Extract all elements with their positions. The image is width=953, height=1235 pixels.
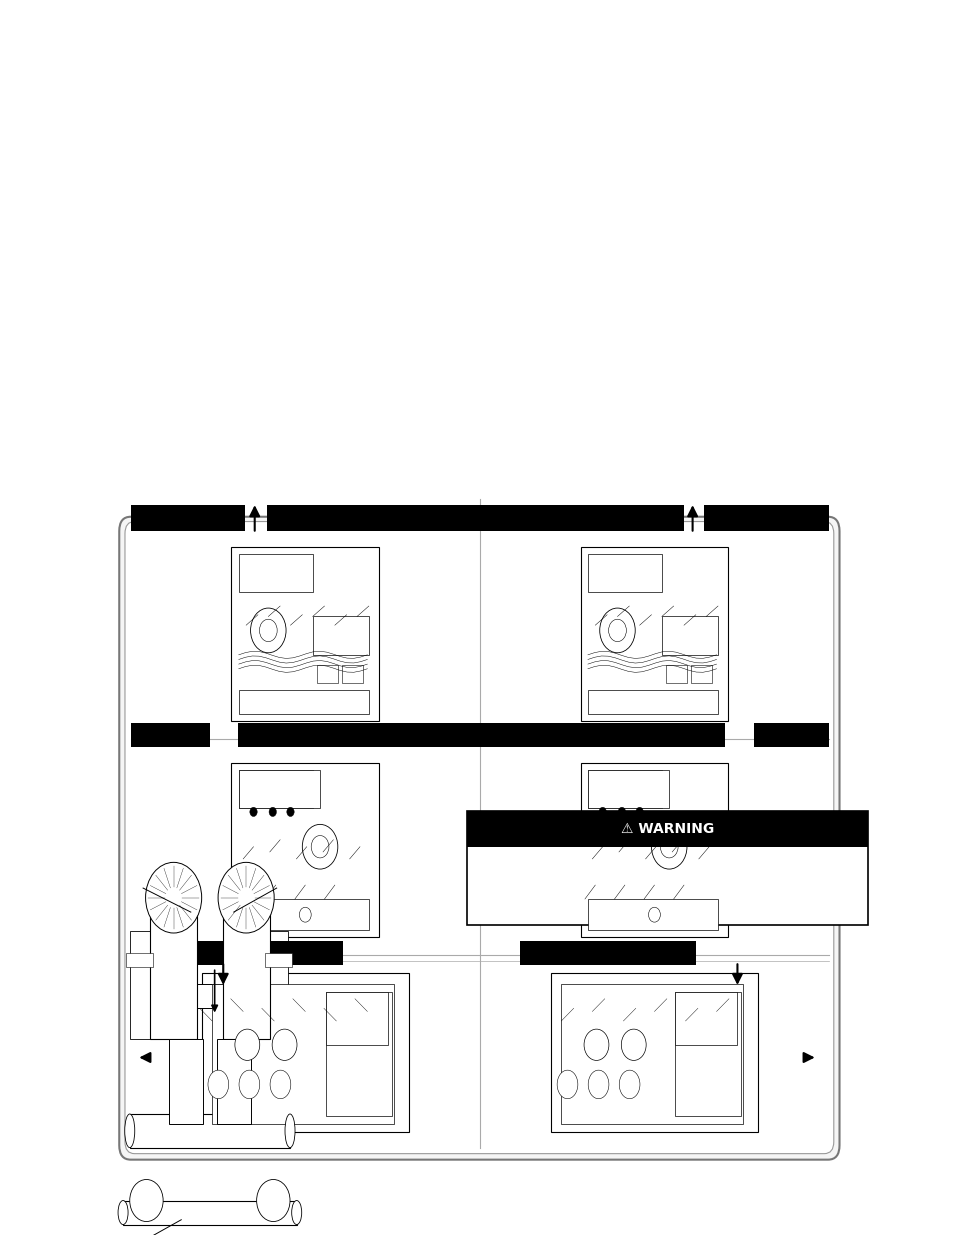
Bar bbox=[661, 616, 718, 655]
Circle shape bbox=[636, 808, 642, 816]
Ellipse shape bbox=[270, 1071, 291, 1099]
Bar bbox=[467, 811, 867, 847]
Bar bbox=[238, 724, 479, 747]
Bar bbox=[151, 908, 197, 1040]
Bar bbox=[131, 505, 245, 531]
Bar bbox=[267, 505, 479, 531]
Bar bbox=[675, 993, 740, 1116]
Bar bbox=[579, 547, 728, 721]
Ellipse shape bbox=[588, 1071, 608, 1099]
Circle shape bbox=[583, 1029, 608, 1061]
Circle shape bbox=[659, 836, 678, 858]
Bar bbox=[665, 666, 686, 683]
Bar bbox=[231, 547, 378, 721]
Bar bbox=[587, 553, 661, 592]
Bar bbox=[212, 984, 394, 1124]
Bar bbox=[579, 763, 728, 937]
Bar bbox=[238, 553, 313, 592]
Bar bbox=[268, 931, 288, 1040]
Bar bbox=[222, 908, 270, 1040]
Circle shape bbox=[648, 908, 659, 923]
Ellipse shape bbox=[285, 1114, 294, 1147]
Circle shape bbox=[146, 862, 201, 932]
Circle shape bbox=[287, 808, 294, 816]
Circle shape bbox=[299, 908, 311, 923]
Circle shape bbox=[130, 1179, 163, 1221]
Circle shape bbox=[218, 862, 274, 932]
Bar bbox=[326, 993, 392, 1116]
Circle shape bbox=[651, 825, 686, 869]
Bar bbox=[467, 811, 867, 925]
Bar bbox=[342, 666, 362, 683]
FancyBboxPatch shape bbox=[119, 516, 839, 1160]
Ellipse shape bbox=[557, 1071, 578, 1099]
Bar bbox=[316, 666, 337, 683]
Bar bbox=[753, 724, 828, 747]
Bar bbox=[238, 771, 319, 809]
Bar bbox=[130, 1114, 290, 1147]
Bar bbox=[703, 505, 828, 531]
Circle shape bbox=[272, 1029, 296, 1061]
Bar bbox=[238, 689, 369, 714]
Circle shape bbox=[269, 808, 276, 816]
Ellipse shape bbox=[292, 1200, 301, 1225]
Ellipse shape bbox=[118, 1200, 128, 1225]
Circle shape bbox=[251, 608, 286, 653]
Bar bbox=[126, 953, 152, 967]
Bar bbox=[176, 941, 343, 965]
Ellipse shape bbox=[618, 1071, 639, 1099]
Bar bbox=[238, 899, 369, 930]
Bar bbox=[550, 973, 757, 1132]
FancyBboxPatch shape bbox=[125, 521, 833, 1153]
Bar bbox=[231, 763, 378, 937]
Bar bbox=[587, 899, 718, 930]
Bar bbox=[123, 1200, 296, 1225]
Circle shape bbox=[618, 808, 625, 816]
Ellipse shape bbox=[125, 1114, 134, 1147]
Circle shape bbox=[598, 808, 606, 816]
Circle shape bbox=[259, 619, 277, 642]
Bar bbox=[134, 984, 285, 1008]
Bar bbox=[675, 993, 737, 1045]
Bar bbox=[265, 953, 292, 967]
Bar bbox=[131, 724, 210, 747]
Text: ⚠ WARNING: ⚠ WARNING bbox=[620, 823, 714, 836]
Ellipse shape bbox=[239, 1071, 259, 1099]
Circle shape bbox=[620, 1029, 645, 1061]
Bar bbox=[479, 505, 683, 531]
Circle shape bbox=[311, 836, 329, 858]
Bar bbox=[313, 616, 369, 655]
Bar bbox=[130, 931, 150, 1040]
Circle shape bbox=[250, 808, 257, 816]
Bar bbox=[587, 771, 661, 809]
Bar bbox=[238, 771, 313, 809]
Bar bbox=[587, 771, 669, 809]
Circle shape bbox=[302, 825, 337, 869]
Bar bbox=[479, 724, 724, 747]
Bar bbox=[691, 666, 711, 683]
Bar bbox=[169, 1040, 203, 1124]
Bar bbox=[216, 1040, 251, 1124]
Circle shape bbox=[599, 608, 635, 653]
Bar bbox=[202, 973, 408, 1132]
Circle shape bbox=[234, 1029, 259, 1061]
Circle shape bbox=[256, 1179, 290, 1221]
Bar bbox=[519, 941, 696, 965]
Bar bbox=[326, 993, 388, 1045]
Bar bbox=[560, 984, 742, 1124]
Circle shape bbox=[608, 619, 626, 642]
Bar bbox=[587, 689, 718, 714]
Ellipse shape bbox=[208, 1071, 229, 1099]
